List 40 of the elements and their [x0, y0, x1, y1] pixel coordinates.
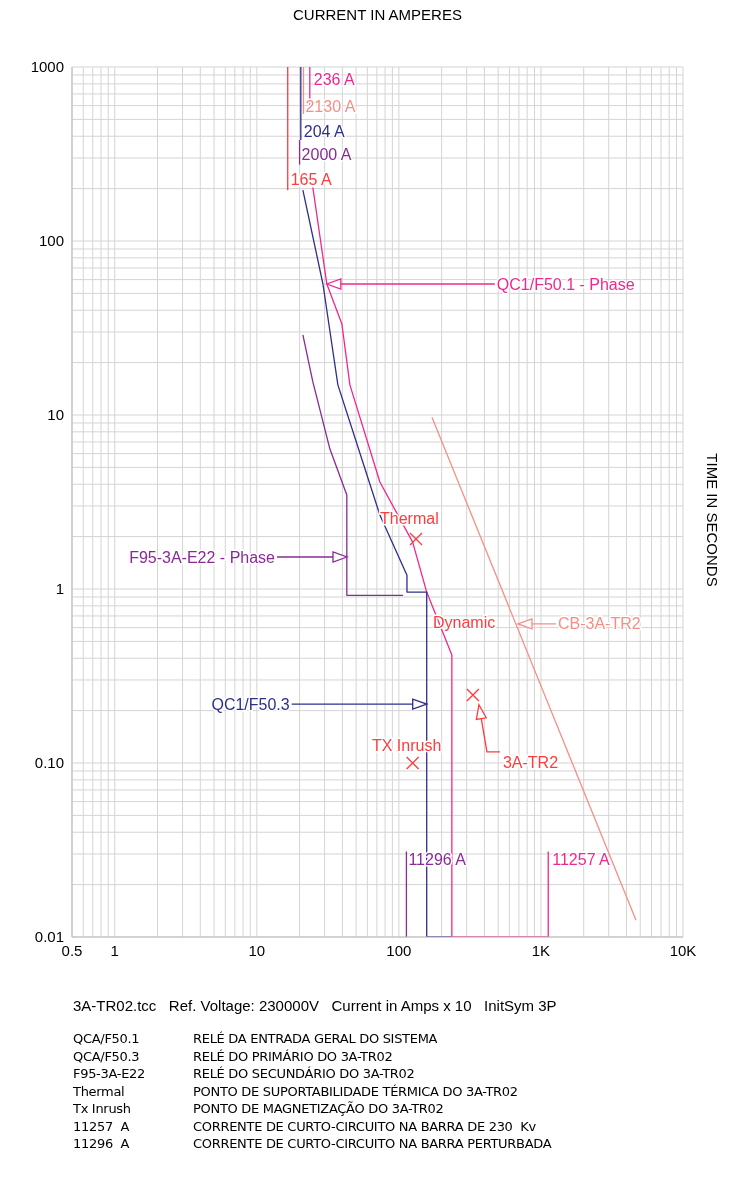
- x-tick-label: 100: [386, 941, 412, 959]
- text: PONTO DE SUPORTABILIDADE TÉRMICA DO 3A-TR02: [193, 1083, 518, 1099]
- x-tick-label: 0.5: [61, 941, 83, 959]
- annotation: 2000 A: [301, 146, 352, 164]
- annotation: QC1/F50.1 - Phase: [496, 275, 635, 293]
- annotation: 204 A: [303, 122, 346, 140]
- annotation: 165 A: [290, 170, 332, 188]
- annotation: F95-3A-E22 - Phase: [129, 548, 276, 566]
- annotation: QC1/F50.3: [211, 695, 290, 713]
- x-tick-label: 1: [110, 941, 119, 959]
- annotation: 3A-TR2: [502, 754, 559, 772]
- text: PONTO DE MAGNETIZAÇÃO DO 3A-TR02: [193, 1101, 444, 1116]
- text: RELÉ DA ENTRADA GERAL DO SISTEMA: [193, 1031, 438, 1046]
- text: QCA/F50.1: [73, 1031, 140, 1046]
- y-tick-label: 1000: [30, 58, 64, 76]
- annotation: 2130 A: [305, 98, 356, 116]
- text: RELÉ DO SECUNDÁRIO DO 3A-TR02: [193, 1066, 415, 1081]
- text: 3A-TR02.tcc Ref. Voltage: 230000V Current in Amps x 10 InitSym 3P: [73, 997, 557, 1014]
- annotation: 11257 A: [552, 851, 611, 868]
- text: QCA/F50.3: [73, 1048, 140, 1064]
- y-axis-title: TIME IN SECONDS: [703, 453, 721, 587]
- y-tick-label: 10: [47, 406, 64, 424]
- y-tick-label: 100: [38, 232, 64, 250]
- text: Thermal: [73, 1083, 125, 1099]
- y-tick-label: 0.10: [34, 754, 64, 772]
- x-tick-label: 1K: [531, 941, 551, 959]
- annotation: 236 A: [313, 70, 356, 88]
- annotation: CB-3A-TR2: [557, 615, 641, 633]
- text: 11296 A: [73, 1136, 130, 1151]
- x-tick-label: 10: [248, 941, 266, 959]
- x-axis-title: CURRENT IN AMPERES: [292, 6, 463, 23]
- text: CORRENTE DE CURTO-CIRCUITO NA BARRA PERTURBADA: [193, 1136, 552, 1151]
- text: 11257 A: [73, 1118, 130, 1134]
- text: F95-3A-E22: [73, 1066, 146, 1081]
- x-tick-label: 10K: [669, 941, 697, 959]
- y-tick-label: 1: [55, 580, 64, 598]
- y-tick-label: 0.01: [34, 928, 64, 946]
- text: RELÉ DO PRIMÁRIO DO 3A-TR02: [193, 1048, 393, 1064]
- text: CORRENTE DE CURTO-CIRCUITO NA BARRA DE 230 Kv: [193, 1118, 536, 1134]
- text: Tx Inrush: [73, 1101, 131, 1116]
